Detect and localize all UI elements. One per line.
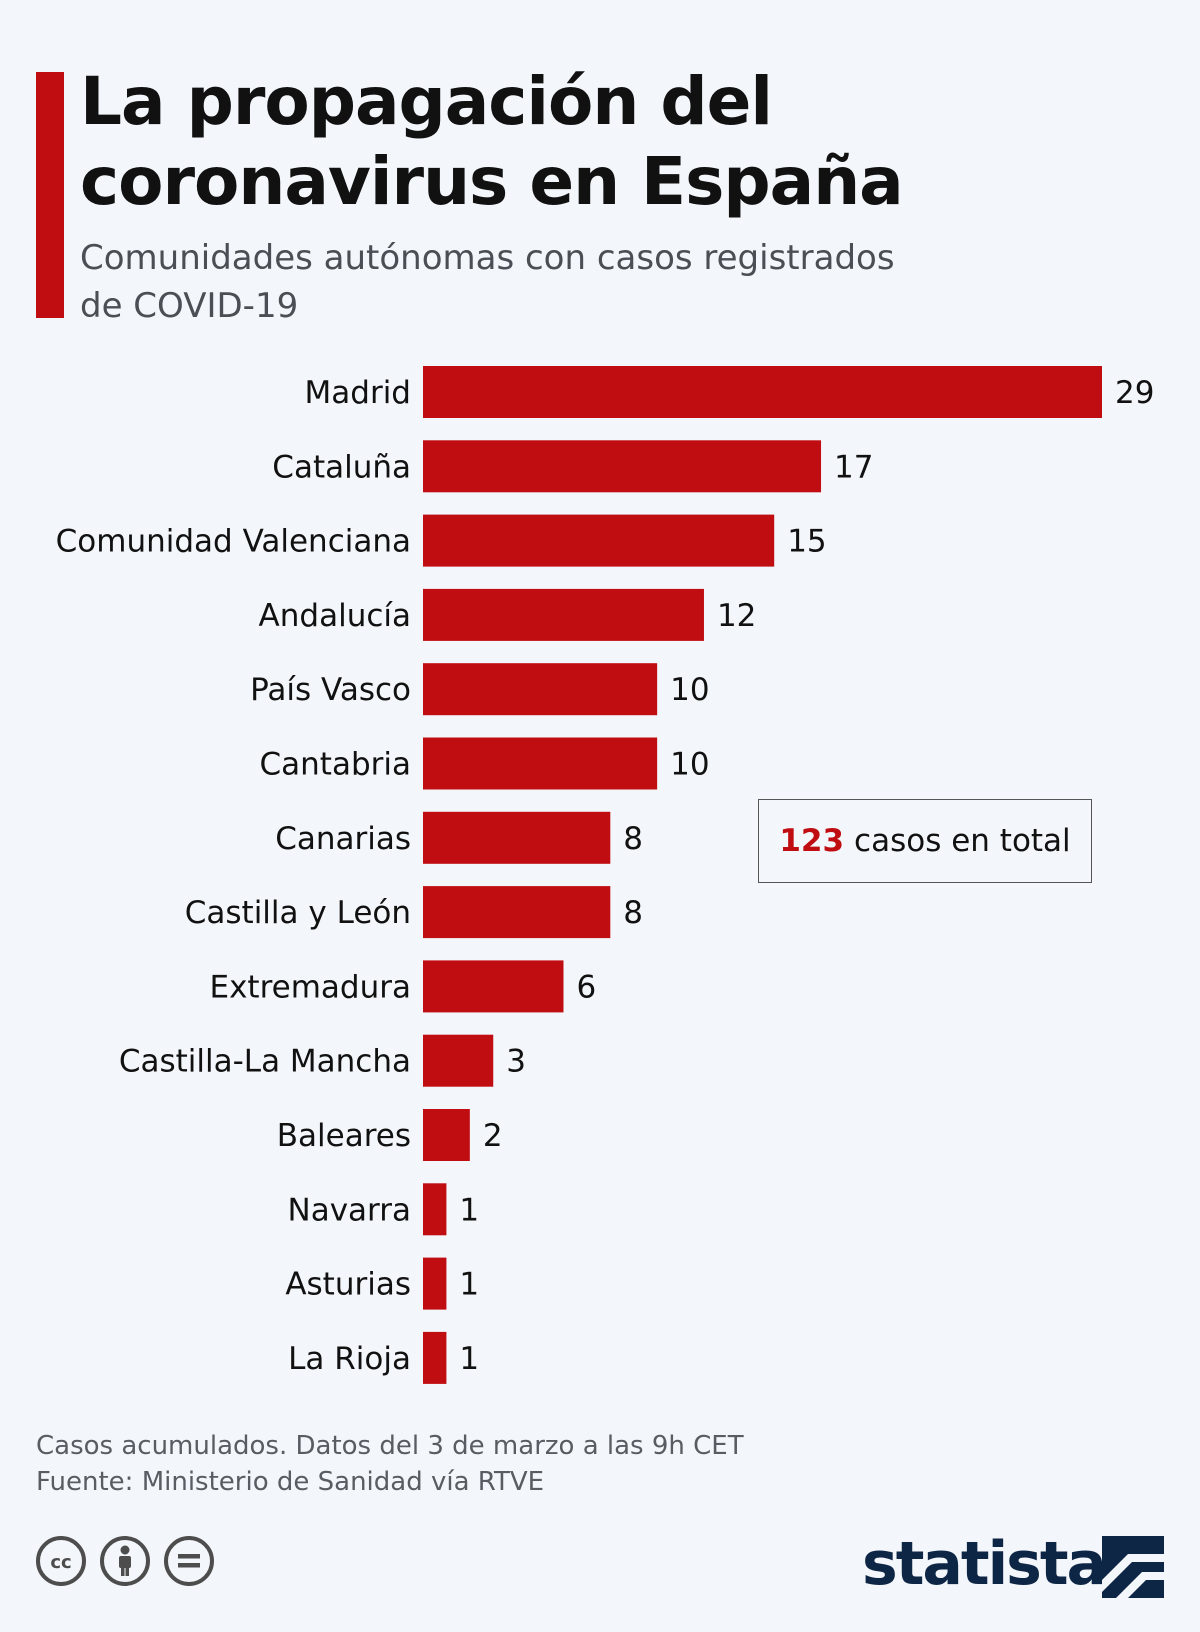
- bar-castilla-la-mancha: [423, 1034, 494, 1087]
- chart-subtitle: Comunidades autónomas con casos registra…: [80, 234, 1060, 330]
- category-label-extremadura: Extremadura: [210, 969, 412, 1005]
- value-label-canarias: 8: [623, 821, 643, 857]
- category-label-castilla-la-mancha: Castilla-La Mancha: [119, 1044, 411, 1080]
- nd-icon[interactable]: [164, 1536, 214, 1586]
- bar-baleares: [423, 1109, 470, 1161]
- category-label-madrid: Madrid: [305, 375, 411, 411]
- statista-wordmark[interactable]: statista: [862, 1529, 1107, 1599]
- footnote: Casos acumulados. Datos del 3 de marzo a…: [36, 1428, 1136, 1500]
- bar-andalucia: [423, 588, 704, 641]
- total-cases-number: 123: [779, 823, 845, 859]
- bar-castilla-y-leon: [423, 886, 611, 939]
- value-label-pais-vasco: 10: [670, 672, 709, 708]
- bar-canarias: [423, 811, 611, 864]
- statista-logo-icon: [1102, 1536, 1164, 1598]
- bar-extremadura: [423, 960, 564, 1013]
- value-label-comunidad-valenciana: 15: [787, 524, 826, 560]
- category-label-cataluna: Cataluña: [272, 449, 411, 485]
- cc-icon[interactable]: cc: [36, 1536, 86, 1586]
- value-label-castilla-y-leon: 8: [623, 895, 643, 931]
- total-cases-annotation: 123 casos en total: [758, 799, 1092, 883]
- license-icons: cc: [36, 1536, 214, 1586]
- value-label-navarra: 1: [459, 1192, 479, 1228]
- subtitle-line-2: de COVID-19: [80, 286, 299, 326]
- bar-comunidad-valenciana: [423, 514, 775, 567]
- value-label-la-rioja: 1: [459, 1341, 479, 1377]
- category-label-canarias: Canarias: [275, 821, 411, 857]
- category-label-baleares: Baleares: [277, 1118, 411, 1154]
- category-label-la-rioja: La Rioja: [288, 1341, 411, 1377]
- category-label-castilla-y-leon: Castilla y León: [185, 895, 411, 931]
- value-label-cataluna: 17: [834, 449, 873, 485]
- value-label-andalucia: 12: [717, 598, 756, 634]
- bar-chart: Madrid 29 Cataluña 17 Comunidad Valenciana 15…: [56, 366, 1154, 1384]
- bar-pais-vasco: [423, 663, 658, 716]
- by-icon[interactable]: [100, 1536, 150, 1586]
- value-label-castilla-la-mancha: 3: [506, 1044, 526, 1080]
- value-label-extremadura: 6: [576, 969, 596, 1005]
- subtitle-line-1: Comunidades autónomas con casos registra…: [80, 238, 895, 278]
- total-cases-text: casos en total: [854, 823, 1071, 859]
- bar-asturias: [423, 1257, 447, 1310]
- value-label-baleares: 2: [483, 1118, 503, 1154]
- footnote-source: Fuente: Ministerio de Sanidad vía RTVE: [36, 1467, 545, 1497]
- bar-cataluna: [423, 440, 822, 493]
- title-line-2: coronavirus en España: [80, 143, 904, 220]
- value-label-madrid: 29: [1115, 375, 1154, 411]
- title-accent-bar: [36, 72, 64, 318]
- footnote-note: Casos acumulados. Datos del 3 de marzo a…: [36, 1431, 744, 1461]
- category-label-navarra: Navarra: [288, 1192, 411, 1228]
- bar-navarra: [423, 1183, 447, 1236]
- category-label-asturias: Asturias: [285, 1267, 411, 1303]
- value-label-asturias: 1: [459, 1267, 479, 1303]
- category-label-pais-vasco: País Vasco: [250, 672, 411, 708]
- category-label-comunidad-valenciana: Comunidad Valenciana: [56, 524, 411, 560]
- category-label-cantabria: Cantabria: [260, 747, 411, 783]
- category-label-andalucia: Andalucía: [259, 598, 411, 634]
- bar-la-rioja: [423, 1331, 447, 1384]
- bar-madrid: [423, 366, 1102, 418]
- value-label-cantabria: 10: [670, 747, 709, 783]
- chart-title: La propagación del coronavirus en España: [80, 62, 1160, 222]
- title-line-1: La propagación del: [80, 63, 773, 140]
- svg-text:cc: cc: [50, 1552, 71, 1573]
- bar-cantabria: [423, 737, 658, 790]
